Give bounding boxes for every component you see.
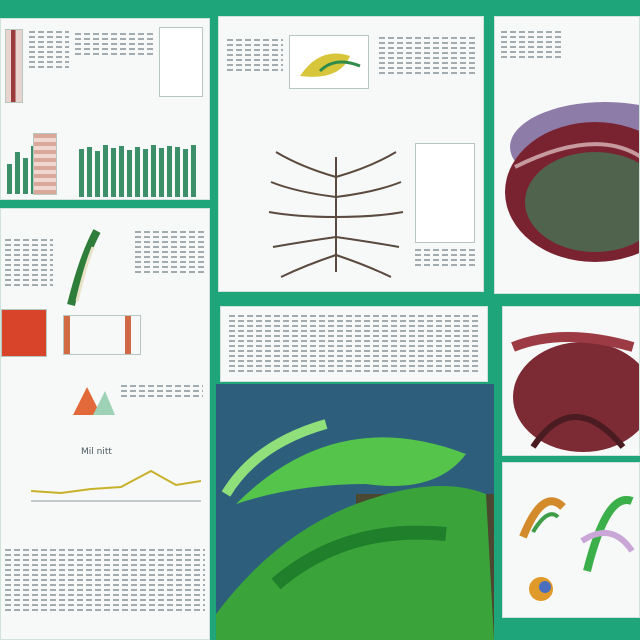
bar-chart-thumbnail xyxy=(63,315,141,355)
line-chart-thumbnail xyxy=(31,469,201,502)
specimen-illustration xyxy=(519,497,566,539)
bottom-center-plant-image xyxy=(216,384,494,640)
bottom-right-specimen-panel xyxy=(502,462,640,618)
right-anatomy-panel xyxy=(502,306,640,456)
vascular-anatomy-illustration xyxy=(511,332,639,452)
text-block xyxy=(415,249,475,269)
top-center-diagram-panel xyxy=(218,16,484,292)
table-rows xyxy=(229,315,479,375)
bar-chart-thumbnail xyxy=(79,141,196,197)
center-table-panel xyxy=(220,306,488,382)
text-block xyxy=(29,31,69,71)
leaf-diagram-thumbnail xyxy=(289,35,369,89)
text-block xyxy=(5,239,53,289)
mid-left-data-panel: Mil nitt xyxy=(0,208,210,640)
branching-structure-illustration xyxy=(268,151,404,278)
text-block xyxy=(379,37,475,77)
text-block xyxy=(227,39,283,74)
text-block xyxy=(121,385,203,400)
green-specimen-illustration xyxy=(580,495,635,572)
leaf-stem-illustration xyxy=(67,229,101,306)
text-block xyxy=(5,549,205,614)
triangle-chart-thumbnail xyxy=(73,387,115,415)
top-right-anatomy-panel xyxy=(494,16,640,294)
line-chart-caption: Mil nitt xyxy=(81,447,112,457)
specimen-detail-illustration xyxy=(529,577,553,601)
text-block xyxy=(135,231,205,276)
text-block xyxy=(75,33,155,58)
anatomy-illustration xyxy=(505,102,639,262)
sketch-thumbnail xyxy=(415,143,475,243)
top-left-charts-panel xyxy=(0,18,210,200)
red-heatmap-thumbnail xyxy=(1,309,47,357)
leaf-diagram xyxy=(300,53,361,77)
heatmap-thumbnail xyxy=(33,133,57,195)
diagram-thumbnail xyxy=(159,27,203,97)
plant-closeup-illustration xyxy=(216,384,494,640)
text-block xyxy=(501,31,561,61)
mini-chart-thumbnail xyxy=(5,29,23,103)
